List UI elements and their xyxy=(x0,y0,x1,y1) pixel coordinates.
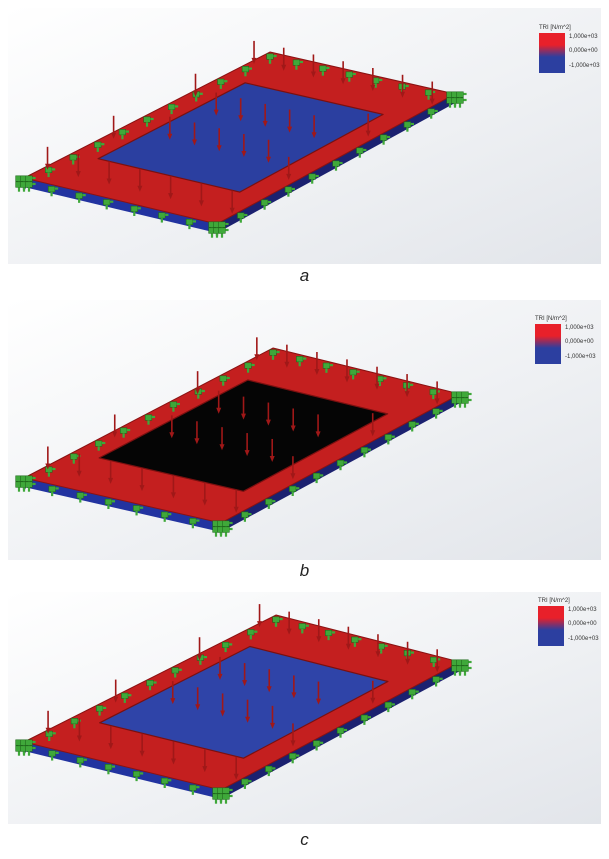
caption-c: c xyxy=(0,830,609,850)
model-view-a xyxy=(8,8,601,264)
legend-title-b: TRI [N/m^2] xyxy=(535,316,567,322)
legend-title-a: TRI [N/m^2] xyxy=(539,25,571,31)
legend-max-a: 1,000e+03 xyxy=(569,34,598,40)
legend-bar-a xyxy=(539,33,565,73)
color-legend-b: TRI [N/m^2] 1,000e+03 0,000e+00 -1,000e+… xyxy=(535,316,601,376)
legend-min-c: -1,000e+03 xyxy=(568,636,599,642)
legend-min-b: -1,000e+03 xyxy=(565,354,596,360)
model-view-c xyxy=(8,592,601,824)
caption-a: a xyxy=(0,266,609,286)
plot-panel-b: TRI [N/m^2] 1,000e+03 0,000e+00 -1,000e+… xyxy=(8,300,601,560)
legend-mid-c: 0,000e+00 xyxy=(568,621,597,627)
color-legend-c: TRI [N/m^2] 1,000e+03 0,000e+00 -1,000e+… xyxy=(538,598,601,658)
legend-title-c: TRI [N/m^2] xyxy=(538,598,570,604)
legend-mid-a: 0,000e+00 xyxy=(569,48,598,54)
legend-min-a: -1,000e+03 xyxy=(569,63,600,69)
plot-panel-c: TRI [N/m^2] 1,000e+03 0,000e+00 -1,000e+… xyxy=(8,592,601,824)
model-view-b xyxy=(8,300,601,560)
legend-max-c: 1,000e+03 xyxy=(568,607,597,613)
legend-bar-b xyxy=(535,324,561,364)
legend-mid-b: 0,000e+00 xyxy=(565,339,594,345)
legend-max-b: 1,000e+03 xyxy=(565,325,594,331)
color-legend-a: TRI [N/m^2] 1,000e+03 0,000e+00 -1,000e+… xyxy=(539,25,601,85)
caption-b: b xyxy=(0,561,609,581)
plot-panel-a: TRI [N/m^2] 1,000e+03 0,000e+00 -1,000e+… xyxy=(8,8,601,264)
legend-bar-c xyxy=(538,606,564,646)
